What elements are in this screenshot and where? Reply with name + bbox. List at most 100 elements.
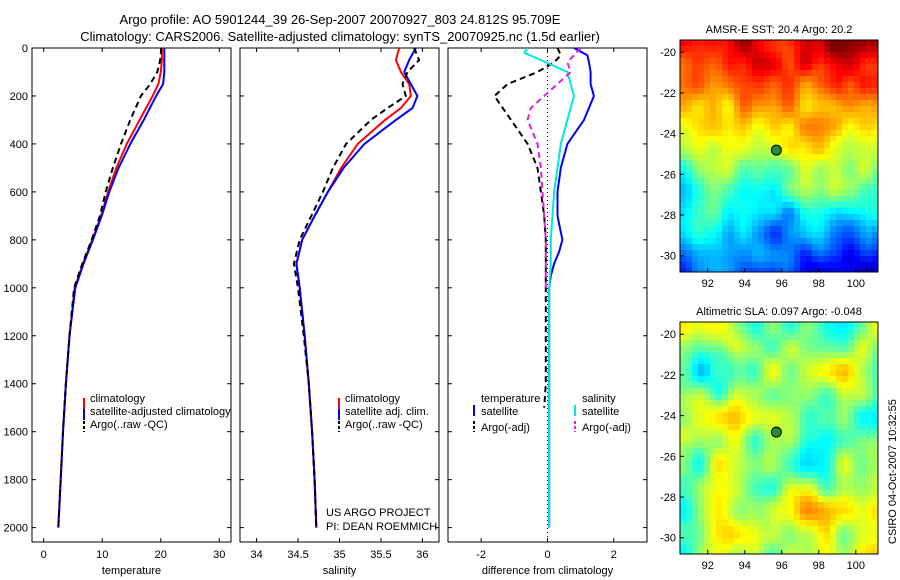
map-cell <box>830 214 837 221</box>
map-cell <box>686 430 693 437</box>
map-cell <box>722 448 729 455</box>
map-cell <box>782 58 789 65</box>
map-cell <box>710 232 717 239</box>
map-cell <box>872 520 878 527</box>
map-cell <box>698 436 705 443</box>
map-cell <box>728 52 735 59</box>
map-cell <box>692 514 699 521</box>
map-cell <box>710 520 717 527</box>
map-cell <box>794 346 801 353</box>
map-cell <box>716 328 723 335</box>
map-cell <box>854 514 861 521</box>
map-cell <box>770 424 777 431</box>
map-cell <box>734 334 741 341</box>
map-cell <box>686 208 693 215</box>
map-cell <box>686 490 693 497</box>
map-cell <box>680 322 687 329</box>
map-cell <box>746 76 753 83</box>
map-cell <box>716 226 723 233</box>
map-cell <box>812 382 819 389</box>
map-cell <box>854 190 861 197</box>
map-cell <box>770 202 777 209</box>
map-cell <box>680 352 687 359</box>
map-cell <box>800 82 807 89</box>
x-tick-label: 10 <box>96 549 108 561</box>
map-cell <box>806 88 813 95</box>
map-cell <box>686 544 693 551</box>
map-cell <box>830 508 837 515</box>
map-cell <box>794 136 801 143</box>
map-cell <box>704 364 711 371</box>
map-cell <box>746 532 753 539</box>
map-cell <box>788 166 795 173</box>
map-cell <box>872 442 878 449</box>
map-cell <box>764 256 771 263</box>
map-cell <box>854 142 861 149</box>
map-cell <box>692 472 699 479</box>
map-cell <box>758 154 765 161</box>
map-cell <box>848 526 855 533</box>
map-cell <box>692 478 699 485</box>
map-cell <box>836 136 843 143</box>
map-cell <box>794 64 801 71</box>
map-cell <box>716 190 723 197</box>
map-cell <box>866 226 873 233</box>
map-cell <box>692 46 699 53</box>
map-cell <box>698 100 705 107</box>
map-cell <box>722 346 729 353</box>
map-cell <box>782 244 789 251</box>
map-cell <box>692 148 699 155</box>
map-cell <box>788 94 795 101</box>
map-cell <box>710 124 717 131</box>
map-cell <box>830 382 837 389</box>
map-cell <box>740 232 747 239</box>
map-cell <box>812 178 819 185</box>
map-cell <box>854 244 861 251</box>
map-cell <box>806 520 813 527</box>
map-cell <box>746 388 753 395</box>
map-cell <box>794 166 801 173</box>
map-cell <box>788 328 795 335</box>
map-cell <box>728 346 735 353</box>
map-cell <box>848 196 855 203</box>
map-cell <box>776 184 783 191</box>
map-cell <box>866 178 873 185</box>
map-cell <box>794 388 801 395</box>
map-cell <box>824 358 831 365</box>
map-cell <box>728 268 735 272</box>
map-cell <box>716 214 723 221</box>
map-cell <box>710 352 717 359</box>
map-cell <box>782 124 789 131</box>
map-cell <box>818 412 825 419</box>
map-cell <box>818 106 825 113</box>
map-cell <box>698 106 705 113</box>
map-cell <box>848 226 855 233</box>
map-cell <box>704 190 711 197</box>
map-cell <box>746 400 753 407</box>
map-cell <box>728 472 735 479</box>
map-cell <box>812 400 819 407</box>
map-cell <box>788 76 795 83</box>
map-cell <box>782 70 789 77</box>
map-cell <box>734 52 741 59</box>
map-cell <box>752 430 759 437</box>
map-cell <box>806 196 813 203</box>
map-cell <box>680 178 687 185</box>
map-cell <box>824 532 831 539</box>
map-x-tick-label: 96 <box>776 278 788 290</box>
map-cell <box>830 412 837 419</box>
map-cell <box>680 112 687 119</box>
map-cell <box>872 64 878 71</box>
map-cell <box>680 88 687 95</box>
map-cell <box>782 538 789 545</box>
map-cell <box>680 538 687 545</box>
map-cell <box>770 370 777 377</box>
map-cell <box>704 406 711 413</box>
map-cell <box>752 406 759 413</box>
map-cell <box>716 544 723 551</box>
map-cell <box>830 388 837 395</box>
map-cell <box>806 112 813 119</box>
map-cell <box>716 94 723 101</box>
map-cell <box>818 328 825 335</box>
map-cell <box>704 520 711 527</box>
